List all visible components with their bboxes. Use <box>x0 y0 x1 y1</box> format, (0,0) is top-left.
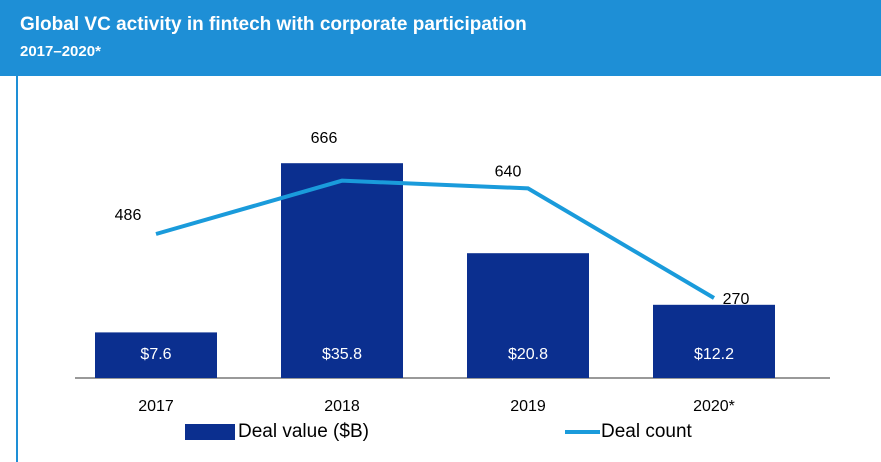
bar <box>95 332 217 378</box>
x-tick-label: 2020* <box>693 398 735 415</box>
bar-value-label: $12.2 <box>694 346 734 363</box>
bar <box>653 304 775 378</box>
line <box>155 178 716 300</box>
x-tick-label: 2019 <box>510 398 546 415</box>
bar <box>281 163 403 378</box>
chart-title: Global VC activity in fintech with corpo… <box>20 14 527 35</box>
x-tick-label: 2018 <box>324 398 360 415</box>
line-value-label: 640 <box>495 164 522 181</box>
line-value-label: 270 <box>723 291 750 308</box>
line-value-label: 666 <box>311 130 338 147</box>
header-band <box>0 0 881 76</box>
line-value-label: 486 <box>115 207 142 224</box>
legend-label: Deal value ($B) <box>238 421 369 442</box>
left-border <box>16 76 18 462</box>
bar-value-label: $7.6 <box>140 346 171 363</box>
legend-swatch <box>185 424 235 440</box>
x-tick-label: 2017 <box>138 398 174 415</box>
chart-subtitle: 2017–2020* <box>20 43 101 60</box>
bar-value-label: $20.8 <box>508 346 548 363</box>
bar <box>467 253 589 378</box>
bar-value-label: $35.8 <box>322 346 362 363</box>
legend-label: Deal count <box>601 421 693 442</box>
